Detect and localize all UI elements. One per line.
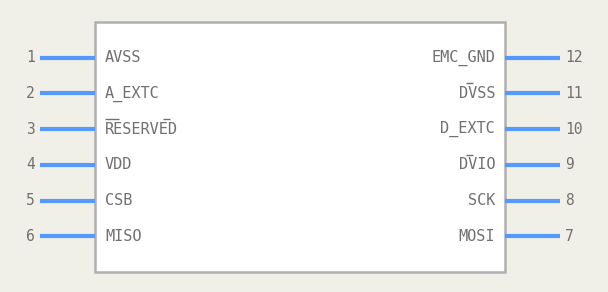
- Text: 12: 12: [565, 50, 582, 65]
- Text: 3: 3: [26, 122, 35, 137]
- Text: MOSI: MOSI: [458, 229, 495, 244]
- Text: AVSS: AVSS: [105, 50, 142, 65]
- Text: 8: 8: [565, 193, 574, 208]
- Text: 1: 1: [26, 50, 35, 65]
- Text: A_EXTC: A_EXTC: [105, 85, 160, 102]
- Text: D_EXTC: D_EXTC: [440, 121, 495, 137]
- Text: SCK: SCK: [468, 193, 495, 208]
- Text: 9: 9: [565, 157, 574, 172]
- Text: 4: 4: [26, 157, 35, 172]
- Text: RESERVED: RESERVED: [105, 122, 178, 137]
- Bar: [95, 22, 505, 272]
- Text: 2: 2: [26, 86, 35, 101]
- Text: 10: 10: [565, 122, 582, 137]
- Text: 11: 11: [565, 86, 582, 101]
- Text: VDD: VDD: [105, 157, 133, 172]
- Text: DVSS: DVSS: [458, 86, 495, 101]
- Text: 5: 5: [26, 193, 35, 208]
- Text: CSB: CSB: [105, 193, 133, 208]
- Text: MISO: MISO: [105, 229, 142, 244]
- Text: DVIO: DVIO: [458, 157, 495, 172]
- Text: 6: 6: [26, 229, 35, 244]
- Text: 7: 7: [565, 229, 574, 244]
- Text: EMC_GND: EMC_GND: [431, 50, 495, 66]
